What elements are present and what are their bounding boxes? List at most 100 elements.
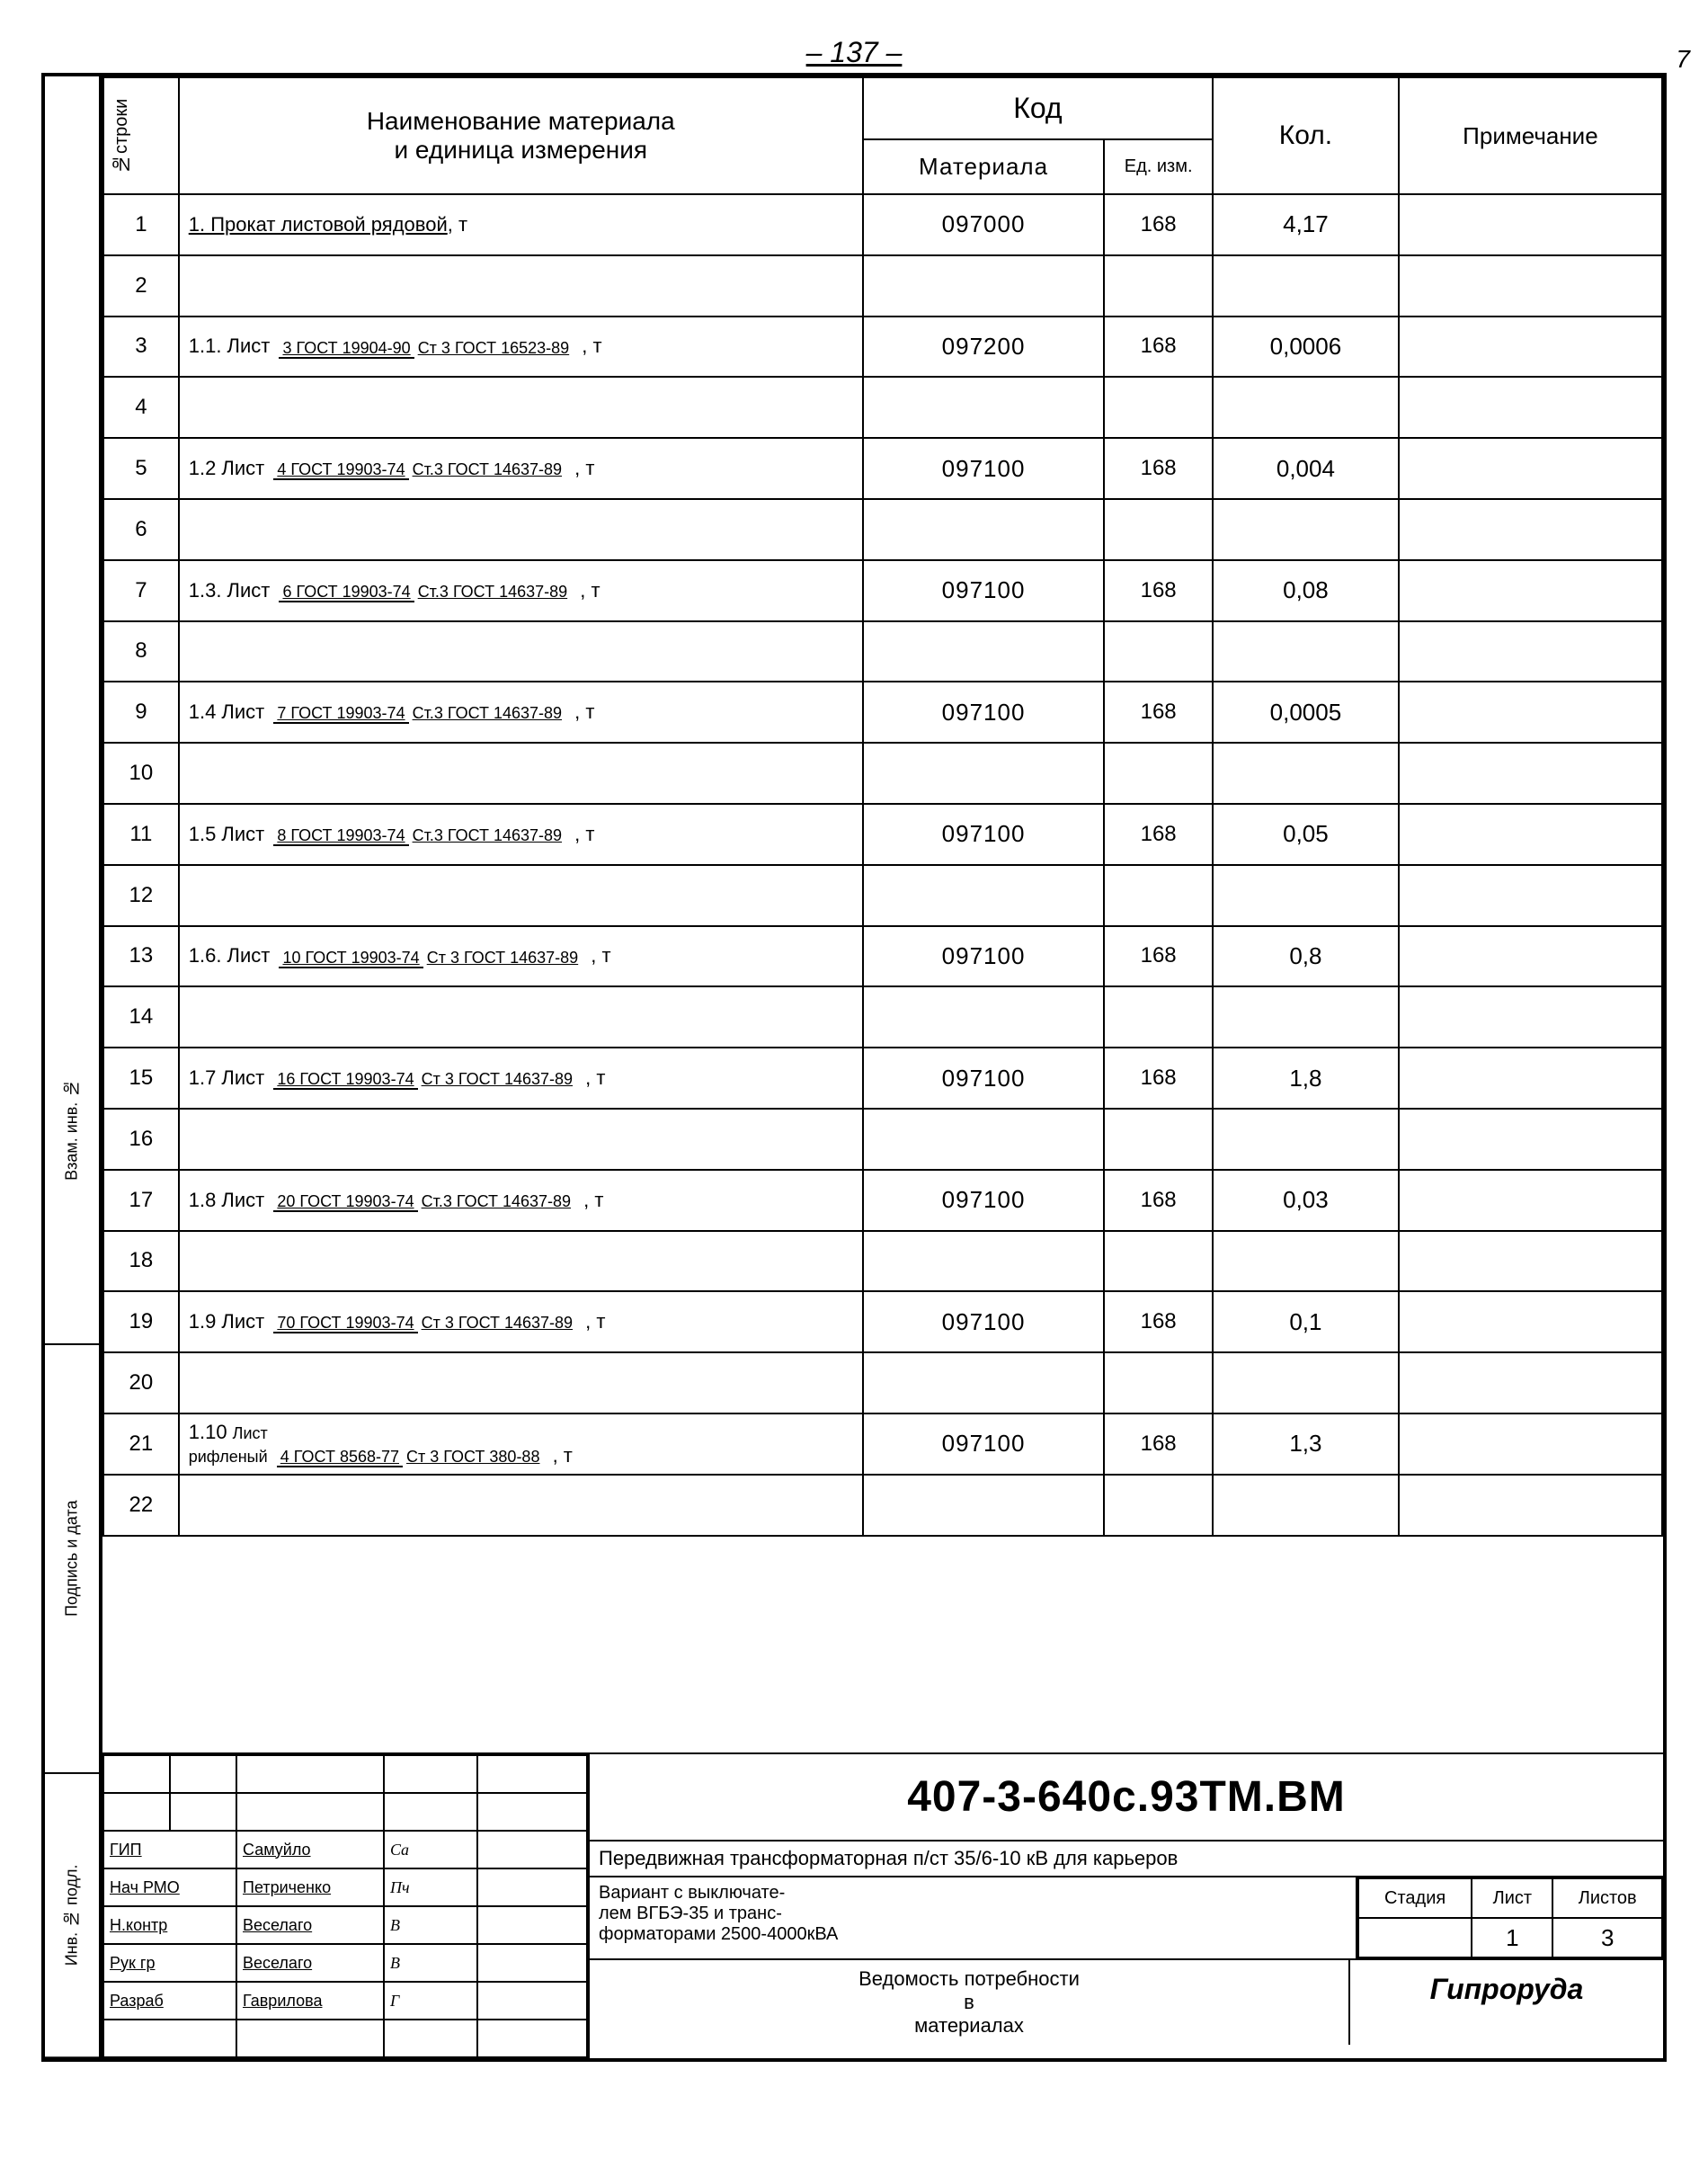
hdr-ed: Ед. изм.	[1104, 139, 1213, 194]
quantity: 1,8	[1213, 1048, 1399, 1109]
note	[1399, 1109, 1662, 1170]
page-number-top: – 137 –	[36, 36, 1672, 69]
row-num: 1	[103, 194, 179, 255]
material-code: 097100	[863, 1291, 1104, 1352]
table-row: 51.2 Лист 4 ГОСТ 19903-74Ст.3 ГОСТ 14637…	[103, 438, 1662, 499]
row-num: 8	[103, 621, 179, 682]
table-row: 14	[103, 986, 1662, 1048]
note	[1399, 560, 1662, 621]
row-num: 19	[103, 1291, 179, 1352]
page-frame: 7 Взам. инв. № Подпись и дата Инв. № под…	[41, 73, 1667, 2062]
role: Н.контр	[103, 1906, 236, 1944]
doc-type: Ведомость потребностивматериалах	[590, 1960, 1348, 2045]
material-code: 097100	[863, 1413, 1104, 1475]
note	[1399, 1231, 1662, 1292]
quantity: 0,004	[1213, 438, 1399, 499]
table-row: 91.4 Лист 7 ГОСТ 19903-74Ст.3 ГОСТ 14637…	[103, 682, 1662, 743]
table-row: 20	[103, 1352, 1662, 1413]
table-row: 71.3. Лист 6 ГОСТ 19903-74Ст.3 ГОСТ 1463…	[103, 560, 1662, 621]
hdr-kol: Кол.	[1213, 77, 1399, 194]
quantity: 0,1	[1213, 1291, 1399, 1352]
quantity	[1213, 377, 1399, 438]
material-code: 097000	[863, 194, 1104, 255]
role: ГИП	[103, 1831, 236, 1868]
person-name: Гаврилова	[236, 1982, 384, 2020]
note	[1399, 1170, 1662, 1231]
row-num: 14	[103, 986, 179, 1048]
material-code	[863, 1109, 1104, 1170]
quantity: 0,05	[1213, 804, 1399, 865]
row-num: 5	[103, 438, 179, 499]
material-code	[863, 1231, 1104, 1292]
unit-code	[1104, 865, 1213, 926]
quantity: 0,0005	[1213, 682, 1399, 743]
unit-code: 168	[1104, 804, 1213, 865]
table-row: 191.9 Лист 70 ГОСТ 19903-74Ст 3 ГОСТ 146…	[103, 1291, 1662, 1352]
organization: Гипроруда	[1348, 1960, 1663, 2045]
unit-code: 168	[1104, 1413, 1213, 1475]
unit-code: 168	[1104, 926, 1213, 987]
note	[1399, 438, 1662, 499]
table-row: 10	[103, 743, 1662, 804]
material-name: 1.3. Лист 6 ГОСТ 19903-74Ст.3 ГОСТ 14637…	[179, 560, 863, 621]
role: Рук гр	[103, 1944, 236, 1982]
quantity	[1213, 986, 1399, 1048]
material-code: 097100	[863, 926, 1104, 987]
material-name: 1.6. Лист 10 ГОСТ 19903-74Ст 3 ГОСТ 1463…	[179, 926, 863, 987]
material-code	[863, 377, 1104, 438]
quantity	[1213, 743, 1399, 804]
material-name: 1.1. Лист 3 ГОСТ 19904-90Ст 3 ГОСТ 16523…	[179, 317, 863, 378]
material-name	[179, 621, 863, 682]
note	[1399, 804, 1662, 865]
quantity: 0,03	[1213, 1170, 1399, 1231]
signature-row: Н.контрВеселагоВ	[103, 1906, 587, 1944]
person-name: Веселаго	[236, 1944, 384, 1982]
material-name: 1.10 Листрифленый 4 ГОСТ 8568-77Ст 3 ГОС…	[179, 1413, 863, 1475]
side-podpis: Подпись и дата	[45, 1345, 99, 1774]
table-row: 11. Прокат листовой рядовой, т0970001684…	[103, 194, 1662, 255]
unit-code: 168	[1104, 317, 1213, 378]
row-num: 2	[103, 255, 179, 317]
unit-code	[1104, 499, 1213, 560]
material-code	[863, 865, 1104, 926]
quantity	[1213, 1109, 1399, 1170]
hdr-kod: Код	[863, 77, 1213, 139]
hdr-note: Примечание	[1399, 77, 1662, 194]
note	[1399, 621, 1662, 682]
material-code: 097100	[863, 438, 1104, 499]
sheet-header: Лист	[1472, 1878, 1552, 1918]
quantity	[1213, 621, 1399, 682]
quantity: 0,08	[1213, 560, 1399, 621]
corner-number: 7	[1676, 45, 1690, 74]
person-name: Самуйло	[236, 1831, 384, 1868]
material-code: 097200	[863, 317, 1104, 378]
row-num: 15	[103, 1048, 179, 1109]
material-code	[863, 743, 1104, 804]
note	[1399, 1048, 1662, 1109]
material-name	[179, 986, 863, 1048]
signature: Г	[384, 1982, 477, 2020]
row-num: 12	[103, 865, 179, 926]
row-num: 17	[103, 1170, 179, 1231]
note	[1399, 499, 1662, 560]
quantity: 0,8	[1213, 926, 1399, 987]
material-name: 1.7 Лист 16 ГОСТ 19903-74Ст 3 ГОСТ 14637…	[179, 1048, 863, 1109]
title-block: ГИПСамуйлоCaНач РМОПетриченкоПчН.контрВе…	[102, 1754, 1663, 2058]
material-name: 1.9 Лист 70 ГОСТ 19903-74Ст 3 ГОСТ 14637…	[179, 1291, 863, 1352]
unit-code	[1104, 1109, 1213, 1170]
material-name: 1.2 Лист 4 ГОСТ 19903-74Ст.3 ГОСТ 14637-…	[179, 438, 863, 499]
role: Нач РМО	[103, 1868, 236, 1906]
side-vzam: Взам. инв. №	[45, 916, 99, 1345]
table-row: 4	[103, 377, 1662, 438]
unit-code: 168	[1104, 1048, 1213, 1109]
hdr-name-1: Наименование материала	[187, 107, 855, 136]
note	[1399, 865, 1662, 926]
sheets-val: 3	[1552, 1918, 1662, 1957]
row-num: 7	[103, 560, 179, 621]
unit-code: 168	[1104, 438, 1213, 499]
signature: Ca	[384, 1831, 477, 1868]
quantity	[1213, 1352, 1399, 1413]
unit-code: 168	[1104, 682, 1213, 743]
note	[1399, 377, 1662, 438]
note	[1399, 743, 1662, 804]
